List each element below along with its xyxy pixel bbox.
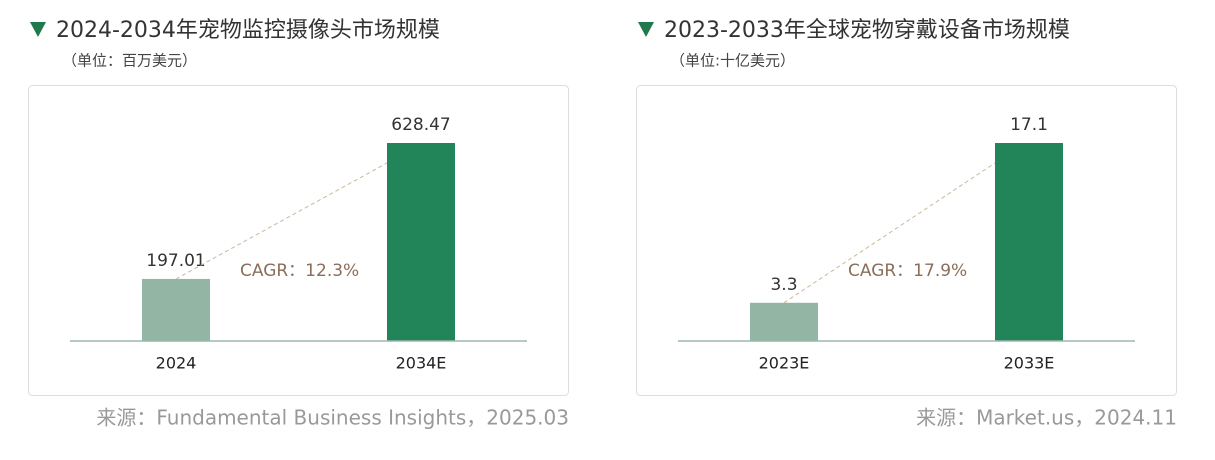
bar	[995, 143, 1063, 341]
annotation: CAGR：12.3%	[240, 261, 359, 281]
x-tick-label: 2024	[156, 354, 197, 373]
x-tick-label: 2034E	[396, 354, 447, 373]
x-tick-label: 2023E	[759, 354, 810, 373]
trend-line	[175, 162, 388, 280]
title-marker	[638, 22, 654, 37]
value-label: 17.1	[1010, 115, 1048, 135]
value-label: 628.47	[391, 115, 450, 135]
chart-subtitle: （单位:十亿美元）	[670, 52, 795, 70]
bar	[142, 278, 210, 341]
source: 来源：Fundamental Business Insights，2025.03	[96, 406, 569, 430]
chart-title: 2024-2034年宠物监控摄像头市场规模	[56, 18, 440, 43]
trend-line	[783, 162, 996, 304]
value-label: 3.3	[770, 275, 797, 295]
title-marker	[30, 22, 46, 37]
source: 来源：Market.us，2024.11	[916, 406, 1177, 430]
chart-subtitle: （单位：百万美元）	[62, 52, 197, 70]
x-tick-label: 2033E	[1004, 354, 1055, 373]
value-label: 197.01	[146, 251, 205, 271]
annotation: CAGR：17.9%	[848, 261, 967, 281]
bar	[387, 143, 455, 341]
chart-title: 2023-2033年全球宠物穿戴设备市场规模	[664, 18, 1070, 43]
panel	[28, 85, 569, 396]
panel	[636, 85, 1177, 396]
bar	[750, 302, 818, 341]
